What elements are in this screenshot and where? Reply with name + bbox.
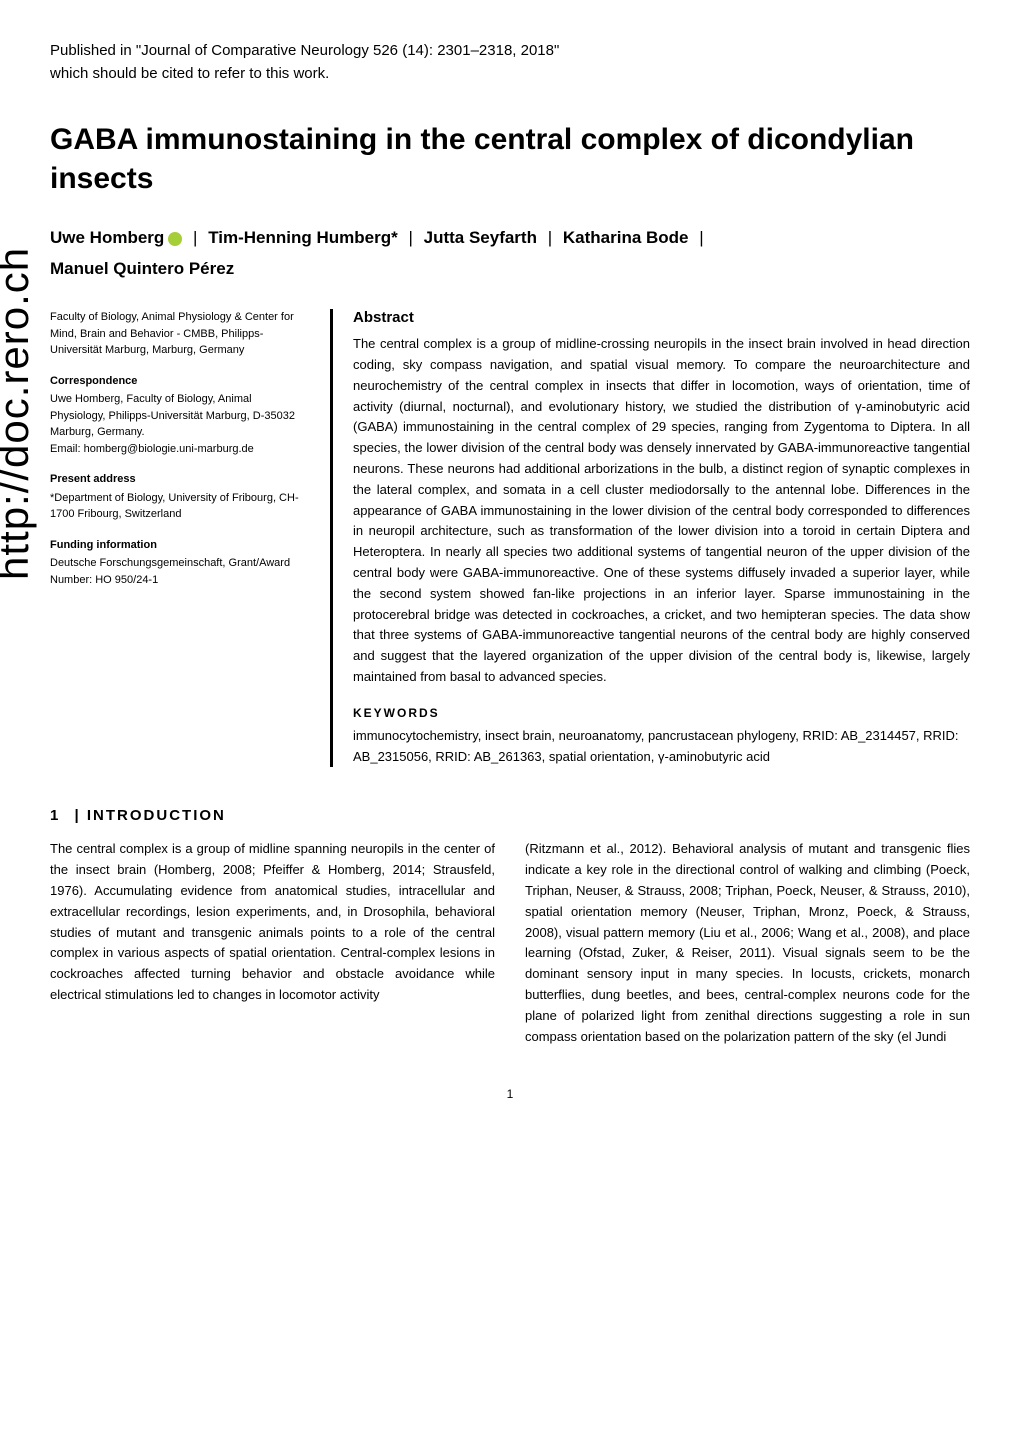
author-1: Uwe Homberg	[50, 228, 164, 247]
author-list: Uwe Homberg | Tim-Henning Humberg* | Jut…	[50, 223, 970, 284]
citation-header: Published in "Journal of Comparative Neu…	[50, 40, 970, 85]
section-number: 1	[50, 807, 60, 824]
present-address-heading: Present address	[50, 471, 300, 488]
abstract-column: Abstract The central complex is a group …	[330, 309, 970, 767]
keywords-text: immunocytochemistry, insect brain, neuro…	[353, 726, 970, 768]
body-column-left: The central complex is a group of midlin…	[50, 839, 495, 1047]
author-2: Tim-Henning Humberg*	[208, 228, 398, 247]
correspondence-block: Correspondence Uwe Homberg, Faculty of B…	[50, 373, 300, 458]
sidebar-metadata: Faculty of Biology, Animal Physiology & …	[50, 309, 300, 767]
present-address-text: *Department of Biology, University of Fr…	[50, 490, 300, 523]
author-3: Jutta Seyfarth	[424, 228, 537, 247]
abstract-text: The central complex is a group of midlin…	[353, 334, 970, 688]
introduction-heading: 1 | INTRODUCTION	[50, 807, 970, 824]
page-number: 1	[50, 1087, 970, 1101]
correspondence-heading: Correspondence	[50, 373, 300, 390]
author-separator: |	[548, 228, 552, 247]
author-separator: |	[408, 228, 412, 247]
correspondence-email: Email: homberg@biologie.uni-marburg.de	[50, 441, 300, 458]
funding-heading: Funding information	[50, 537, 300, 554]
abstract-heading: Abstract	[353, 309, 970, 326]
body-column-right: (Ritzmann et al., 2012). Behavioral anal…	[525, 839, 970, 1047]
citation-line2: which should be cited to refer to this w…	[50, 63, 970, 86]
author-4: Katharina Bode	[563, 228, 689, 247]
section-title: INTRODUCTION	[87, 807, 226, 824]
funding-block: Funding information Deutsche Forschungsg…	[50, 537, 300, 589]
keywords-heading: KEYWORDS	[353, 706, 970, 720]
correspondence-text: Uwe Homberg, Faculty of Biology, Animal …	[50, 391, 300, 441]
section-separator: |	[75, 807, 81, 824]
author-separator: |	[699, 228, 703, 247]
repository-watermark: http://doc.rero.ch	[0, 247, 38, 580]
author-5: Manuel Quintero Pérez	[50, 259, 234, 278]
article-title: GABA immunostaining in the central compl…	[50, 120, 970, 198]
author-separator: |	[193, 228, 197, 247]
orcid-icon	[168, 232, 182, 246]
citation-line1: Published in "Journal of Comparative Neu…	[50, 40, 970, 63]
body-columns: The central complex is a group of midlin…	[50, 839, 970, 1047]
present-address-block: Present address *Department of Biology, …	[50, 471, 300, 523]
affiliation-text: Faculty of Biology, Animal Physiology & …	[50, 309, 300, 359]
funding-text: Deutsche Forschungsgemeinschaft, Grant/A…	[50, 555, 300, 588]
affiliation-block: Faculty of Biology, Animal Physiology & …	[50, 309, 300, 359]
